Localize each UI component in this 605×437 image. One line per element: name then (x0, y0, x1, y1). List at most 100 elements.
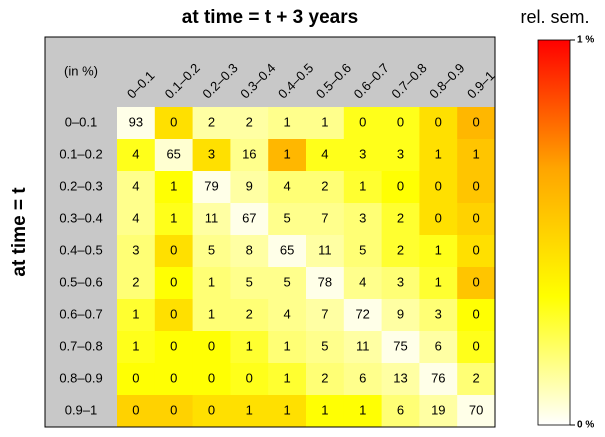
cell (154, 299, 194, 332)
cell-label: 1 (283, 338, 290, 353)
cell (192, 395, 231, 428)
cell (268, 299, 307, 332)
cell (268, 395, 307, 428)
cell (230, 363, 269, 396)
cell (230, 139, 269, 172)
cell-label: 3 (132, 242, 139, 257)
cell-label: 1 (170, 210, 177, 225)
cell (381, 139, 420, 172)
cell-label: 5 (246, 274, 253, 289)
cell (343, 267, 383, 300)
y-axis-title: at time = t (9, 187, 30, 277)
cell (343, 331, 383, 364)
cell (457, 395, 496, 428)
cell-label: 1 (472, 146, 479, 161)
cell (381, 267, 420, 300)
cell (230, 107, 269, 140)
cell (154, 139, 194, 172)
cell-label: 2 (208, 114, 215, 129)
cell-label: 1 (359, 402, 366, 417)
cell (381, 171, 420, 204)
cell (230, 331, 269, 364)
cell (268, 363, 307, 396)
cell-label: 9 (397, 306, 404, 321)
cell (419, 139, 458, 172)
cell (419, 203, 458, 236)
row-header-background (45, 107, 117, 427)
cell-label: 7 (321, 210, 328, 225)
cell (154, 395, 194, 428)
cell (268, 107, 307, 140)
y-tick-label: 0.2–0.3 (59, 178, 102, 193)
cell (343, 299, 383, 332)
cell-label: 19 (431, 402, 445, 417)
cell (419, 235, 458, 268)
cell-label: 11 (356, 338, 370, 353)
cell-label: 4 (359, 274, 366, 289)
cell-label: 0 (170, 114, 177, 129)
cell-label: 0 (472, 338, 479, 353)
cell (192, 235, 231, 268)
cell (343, 171, 383, 204)
cell (381, 363, 420, 396)
cell-label: 5 (283, 274, 290, 289)
cell-label: 1 (132, 338, 139, 353)
cell-label: 2 (321, 178, 328, 193)
cell-label: 5 (359, 242, 366, 257)
cell-label: 0 (132, 402, 139, 417)
cell-label: 0 (170, 306, 177, 321)
cell-label: 2 (472, 370, 479, 385)
cell (192, 267, 231, 300)
cell-label: 0 (472, 274, 479, 289)
cell-label: 5 (283, 210, 290, 225)
cell (457, 139, 496, 172)
cell (117, 235, 156, 268)
cell (192, 299, 231, 332)
cell (457, 235, 496, 268)
cell-label: 70 (469, 402, 483, 417)
cell-label: 2 (397, 242, 404, 257)
corner-label: (in %) (64, 63, 98, 78)
cell (457, 203, 496, 236)
cell (154, 363, 194, 396)
cell (419, 171, 458, 204)
colorbar (537, 39, 571, 426)
cell (343, 395, 383, 428)
cell (457, 331, 496, 364)
cell-label: 0 (132, 370, 139, 385)
cell-label: 1 (170, 178, 177, 193)
cell-label: 1 (208, 306, 215, 321)
cell-label: 6 (435, 338, 442, 353)
cell-label: 1 (321, 114, 328, 129)
cell (230, 235, 269, 268)
cell (343, 363, 383, 396)
cell (381, 331, 420, 364)
cell-label: 4 (283, 178, 290, 193)
cell-label: 1 (283, 402, 290, 417)
cell (306, 331, 345, 364)
cell-label: 1 (246, 338, 253, 353)
cell-label: 75 (393, 338, 407, 353)
cell (230, 267, 269, 300)
cell-label: 1 (321, 402, 328, 417)
cell-label: 1 (435, 242, 442, 257)
cell (306, 107, 345, 140)
cell (381, 235, 420, 268)
cell-label: 76 (431, 370, 445, 385)
cell-label: 3 (397, 274, 404, 289)
cell-label: 65 (166, 146, 180, 161)
cell-label: 5 (208, 242, 215, 257)
cell-label: 13 (393, 370, 407, 385)
cell (419, 107, 458, 140)
cell (230, 171, 269, 204)
cell (117, 267, 156, 300)
cell (154, 171, 194, 204)
cell-label: 11 (318, 242, 332, 257)
cell-label: 0 (472, 306, 479, 321)
cell (154, 203, 194, 236)
cell-label: 0 (170, 274, 177, 289)
cell-label: 3 (359, 146, 366, 161)
cell (343, 139, 383, 172)
y-tick-label: 0–0.1 (65, 114, 98, 129)
